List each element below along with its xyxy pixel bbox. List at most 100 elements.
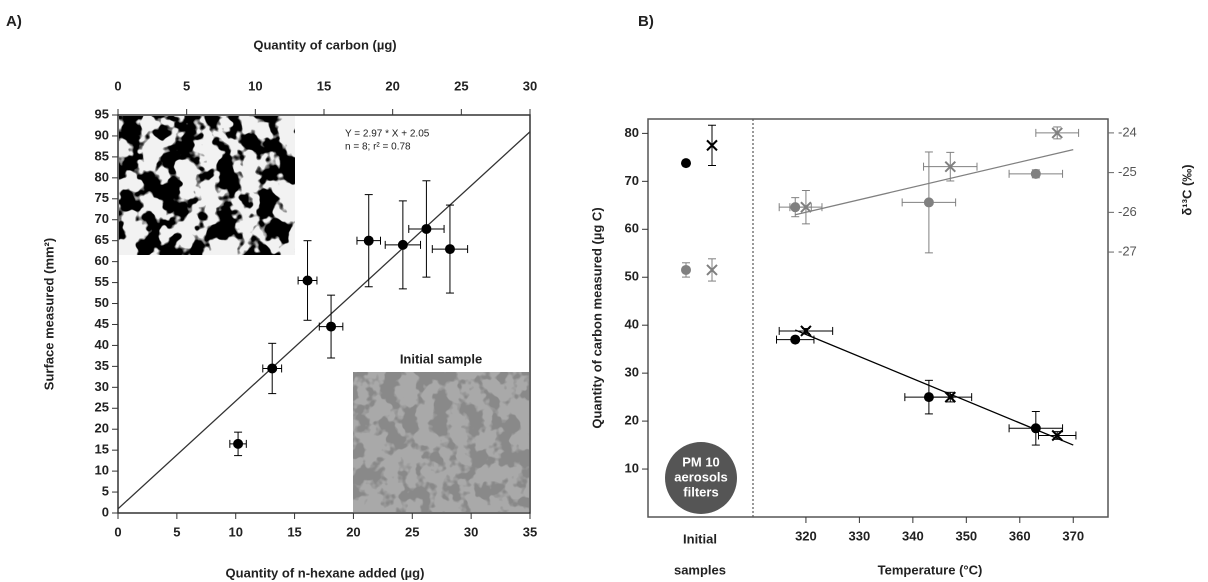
x-tick-label: 330 — [849, 528, 871, 543]
data-point — [944, 160, 956, 173]
data-point — [923, 197, 934, 208]
data-point — [267, 363, 278, 374]
inset-images — [119, 116, 529, 512]
annotation: Y = 2.97 * X + 2.05 — [345, 129, 430, 140]
y-tick-label: 95 — [95, 106, 109, 121]
y-tick-label: 0 — [102, 504, 109, 519]
x-tick-label: 370 — [1062, 528, 1084, 543]
y-tick-label: 80 — [95, 169, 109, 184]
x-tick-label: 35 — [523, 524, 537, 539]
x-tick-label: 350 — [955, 528, 977, 543]
y-tick-label: 70 — [625, 173, 639, 188]
y-tick-label: 55 — [95, 274, 109, 289]
y-tick-label: 30 — [625, 365, 639, 380]
y-tick-label: 25 — [95, 400, 109, 415]
y-tick-label: 40 — [625, 317, 639, 332]
y-tick-label: 5 — [102, 483, 109, 498]
y-tick-label: 10 — [625, 460, 639, 475]
data-point — [363, 235, 374, 246]
inset-label: Initial sample — [400, 351, 482, 366]
data-point — [706, 264, 718, 276]
y-tick-label: 45 — [95, 316, 109, 331]
y-tick-label: 30 — [95, 379, 109, 394]
x-tick-label: 15 — [287, 524, 301, 539]
inset-texture — [119, 116, 295, 255]
x-tick-label: 0 — [114, 524, 121, 539]
x-tick-label: 340 — [902, 528, 924, 543]
category-label: Initial — [683, 531, 717, 546]
data-point — [800, 325, 812, 337]
data-point — [397, 239, 408, 250]
annotation: n = 8; r² = 0.78 — [345, 142, 411, 153]
category-label: samples — [674, 562, 726, 577]
fit-line — [117, 131, 531, 510]
y-tick-label: 20 — [625, 413, 639, 428]
badge — [665, 442, 737, 514]
y-axis-title: Quantity of carbon measured (µg C) — [589, 207, 604, 428]
data-point — [1051, 429, 1063, 442]
data-point — [790, 334, 801, 345]
x-tick-label: 5 — [173, 524, 180, 539]
y-tick-label: 20 — [95, 421, 109, 436]
x-axis-title: Quantity of n-hexane added (µg) — [226, 565, 425, 580]
y-tick-label: 40 — [95, 337, 109, 352]
data-point — [421, 223, 432, 234]
panel-label: B) — [638, 13, 654, 30]
x2-tick-label: 25 — [454, 78, 468, 93]
data-point — [800, 201, 812, 213]
y-tick-label: 65 — [95, 232, 109, 247]
data-point — [1030, 423, 1041, 434]
data-point — [706, 139, 718, 152]
y2-axis-title: δ¹³C (‰) — [1179, 164, 1194, 215]
y-tick-label: 60 — [625, 221, 639, 236]
top-axis-title: Quantity of carbon (µg) — [253, 37, 396, 52]
data-point — [1051, 127, 1063, 139]
fit-line — [794, 329, 1074, 446]
inset-texture — [353, 372, 529, 512]
y-tick-label: 75 — [95, 190, 109, 205]
y-tick-label: 70 — [95, 211, 109, 226]
x-tick-label: 320 — [795, 528, 817, 543]
badge-text: aerosols — [674, 469, 727, 484]
y2-tick-label: -24 — [1118, 124, 1137, 139]
x2-tick-label: 15 — [317, 78, 331, 93]
data-point — [302, 275, 313, 286]
y-tick-label: 50 — [95, 295, 109, 310]
y2-tick-label: -25 — [1118, 164, 1137, 179]
badge-text: PM 10 — [682, 454, 720, 469]
x2-tick-label: 30 — [523, 78, 537, 93]
badge-text: filters — [683, 484, 718, 499]
y-tick-label: 50 — [625, 269, 639, 284]
y-tick-label: 35 — [95, 358, 109, 373]
y-tick-label: 15 — [95, 442, 109, 457]
y-tick-label: 80 — [625, 125, 639, 140]
data-point — [681, 158, 691, 169]
x-tick-label: 10 — [228, 524, 242, 539]
panel-label: A) — [6, 13, 22, 30]
x2-tick-label: 10 — [248, 78, 262, 93]
y-axis-title: Surface measured (mm²) — [41, 238, 56, 390]
data-point — [944, 391, 956, 403]
data-point — [233, 438, 244, 449]
data-point — [1030, 168, 1041, 179]
y-tick-label: 60 — [95, 253, 109, 268]
x-tick-label: 30 — [464, 524, 478, 539]
y-tick-label: 10 — [95, 463, 109, 478]
data-point — [326, 321, 337, 332]
data-point — [681, 264, 691, 275]
y2-tick-label: -26 — [1118, 204, 1137, 219]
x2-tick-label: 5 — [183, 78, 190, 93]
x-axis-title: Temperature (°C) — [878, 562, 983, 577]
x-tick-label: 20 — [346, 524, 360, 539]
x-tick-label: 360 — [1009, 528, 1031, 543]
data-point — [444, 244, 455, 255]
plot-frame — [647, 118, 1109, 518]
y2-tick-label: -27 — [1118, 244, 1137, 259]
y-tick-label: 90 — [95, 127, 109, 142]
x-tick-label: 25 — [405, 524, 419, 539]
fit-line — [795, 148, 1074, 216]
x2-tick-label: 20 — [385, 78, 399, 93]
y-tick-label: 85 — [95, 148, 109, 163]
x2-tick-label: 0 — [114, 78, 121, 93]
